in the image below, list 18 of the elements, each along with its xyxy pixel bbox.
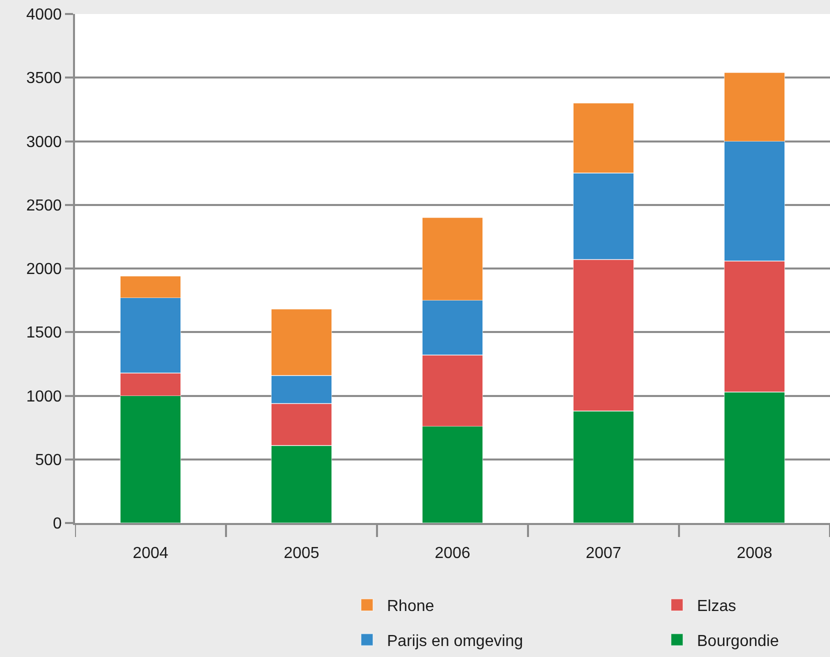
y-tick-label: 4000 xyxy=(26,6,62,24)
x-tick-label: 2008 xyxy=(736,545,772,562)
y-tick-label: 500 xyxy=(35,452,62,469)
x-tick-label: 2007 xyxy=(586,545,622,562)
y-tick-label: 2000 xyxy=(26,261,62,278)
x-tick-label: 2004 xyxy=(132,545,168,562)
y-tick-label: 3500 xyxy=(26,70,62,88)
y-tick-label: 2500 xyxy=(26,197,62,214)
legend-label: Bourgondie xyxy=(697,632,779,650)
y-tick-label: 0 xyxy=(52,516,62,533)
y-tick-label: 1000 xyxy=(26,388,62,406)
legend-label: Rhone xyxy=(387,598,434,616)
y-tick-label: 1500 xyxy=(26,324,62,342)
legend-label: Elzas xyxy=(697,598,736,616)
x-tick-label: 2006 xyxy=(434,545,470,562)
x-tick-label: 2005 xyxy=(284,545,320,562)
y-tick-label: 3000 xyxy=(26,134,62,151)
legend-label: Parijs en omgeving xyxy=(387,632,524,650)
